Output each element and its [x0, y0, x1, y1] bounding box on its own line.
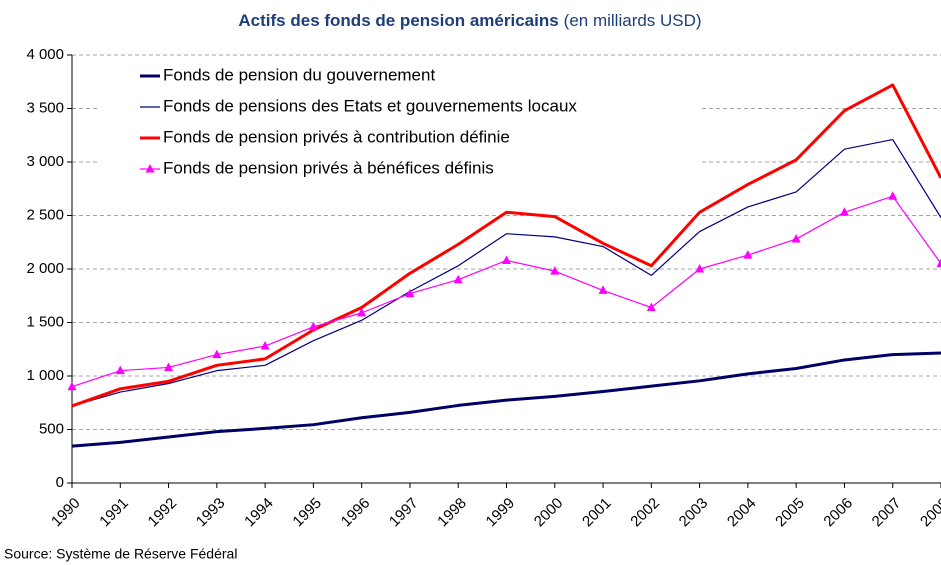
legend-marker [145, 164, 155, 173]
point-marker [164, 362, 174, 371]
series-line [71, 138, 941, 407]
x-tick-label: 1993 [193, 495, 229, 531]
x-tick-label: 2004 [724, 495, 760, 531]
series-line [71, 195, 941, 388]
point-marker [67, 381, 77, 391]
legend-label: Fonds de pensions des Etats et gouvernem… [163, 96, 577, 115]
point-marker [646, 302, 656, 312]
y-tick-label: 3 500 [26, 99, 64, 116]
legend-box [100, 60, 700, 188]
x-tick-label: 2000 [531, 495, 567, 531]
x-tick-label: 2001 [579, 495, 615, 531]
x-tick-label: 2007 [869, 495, 905, 531]
y-tick-label: 0 [56, 474, 64, 491]
x-tick-label: 2006 [820, 495, 856, 531]
series-line [71, 83, 941, 408]
x-tick-label: 2005 [772, 495, 808, 531]
series-line [71, 351, 941, 448]
point-marker [839, 207, 849, 216]
x-tick-label: 1999 [483, 495, 519, 531]
point-marker [502, 255, 511, 264]
x-tick-label: 1994 [241, 495, 277, 531]
point-marker [550, 266, 560, 275]
chart-title: Actifs des fonds de pension américains [238, 11, 558, 30]
legend-label: Fonds de pension privés à bénéfices défi… [163, 158, 494, 177]
point-marker [888, 191, 898, 200]
x-tick-label: 1997 [386, 495, 422, 531]
point-marker [936, 258, 941, 268]
y-tick-label: 3 000 [26, 153, 64, 170]
y-tick-label: 500 [39, 420, 64, 437]
x-tick-label: 2003 [676, 495, 712, 531]
plot-area [67, 83, 941, 448]
point-marker [115, 365, 125, 375]
chart-subtitle: (en milliards USD) [564, 11, 702, 30]
y-tick-label: 4 000 [26, 46, 64, 63]
x-tick-label: 1991 [96, 495, 132, 531]
x-tick-label: 1990 [48, 495, 84, 531]
chart-heading: Actifs des fonds de pension américains (e… [238, 11, 701, 30]
x-tick-label: 1992 [145, 495, 181, 531]
legend-label: Fonds de pension du gouvernement [163, 65, 435, 84]
point-marker [743, 250, 753, 259]
x-tick-label: 2002 [627, 495, 663, 531]
source-note: Source: Système de Réserve Fédéral [4, 546, 237, 562]
x-tick-label: 1995 [289, 495, 325, 531]
x-tick-label: 1996 [338, 495, 374, 531]
point-marker [212, 349, 222, 359]
y-tick-label: 1 500 [26, 313, 64, 330]
y-tick-label: 1 000 [26, 367, 64, 384]
point-marker [598, 285, 608, 294]
point-marker [405, 288, 415, 298]
x-tick-label: 1998 [434, 495, 470, 531]
x-tick-label: 2008 [917, 495, 941, 531]
y-tick-label: 2 000 [26, 260, 64, 277]
point-marker [357, 307, 367, 317]
legend-label: Fonds de pension privés à contribution d… [163, 127, 510, 146]
point-marker [791, 234, 801, 243]
point-marker [260, 341, 270, 350]
point-marker [695, 264, 705, 273]
y-tick-label: 2 500 [26, 206, 64, 223]
point-marker [308, 321, 318, 331]
point-marker [453, 274, 463, 284]
